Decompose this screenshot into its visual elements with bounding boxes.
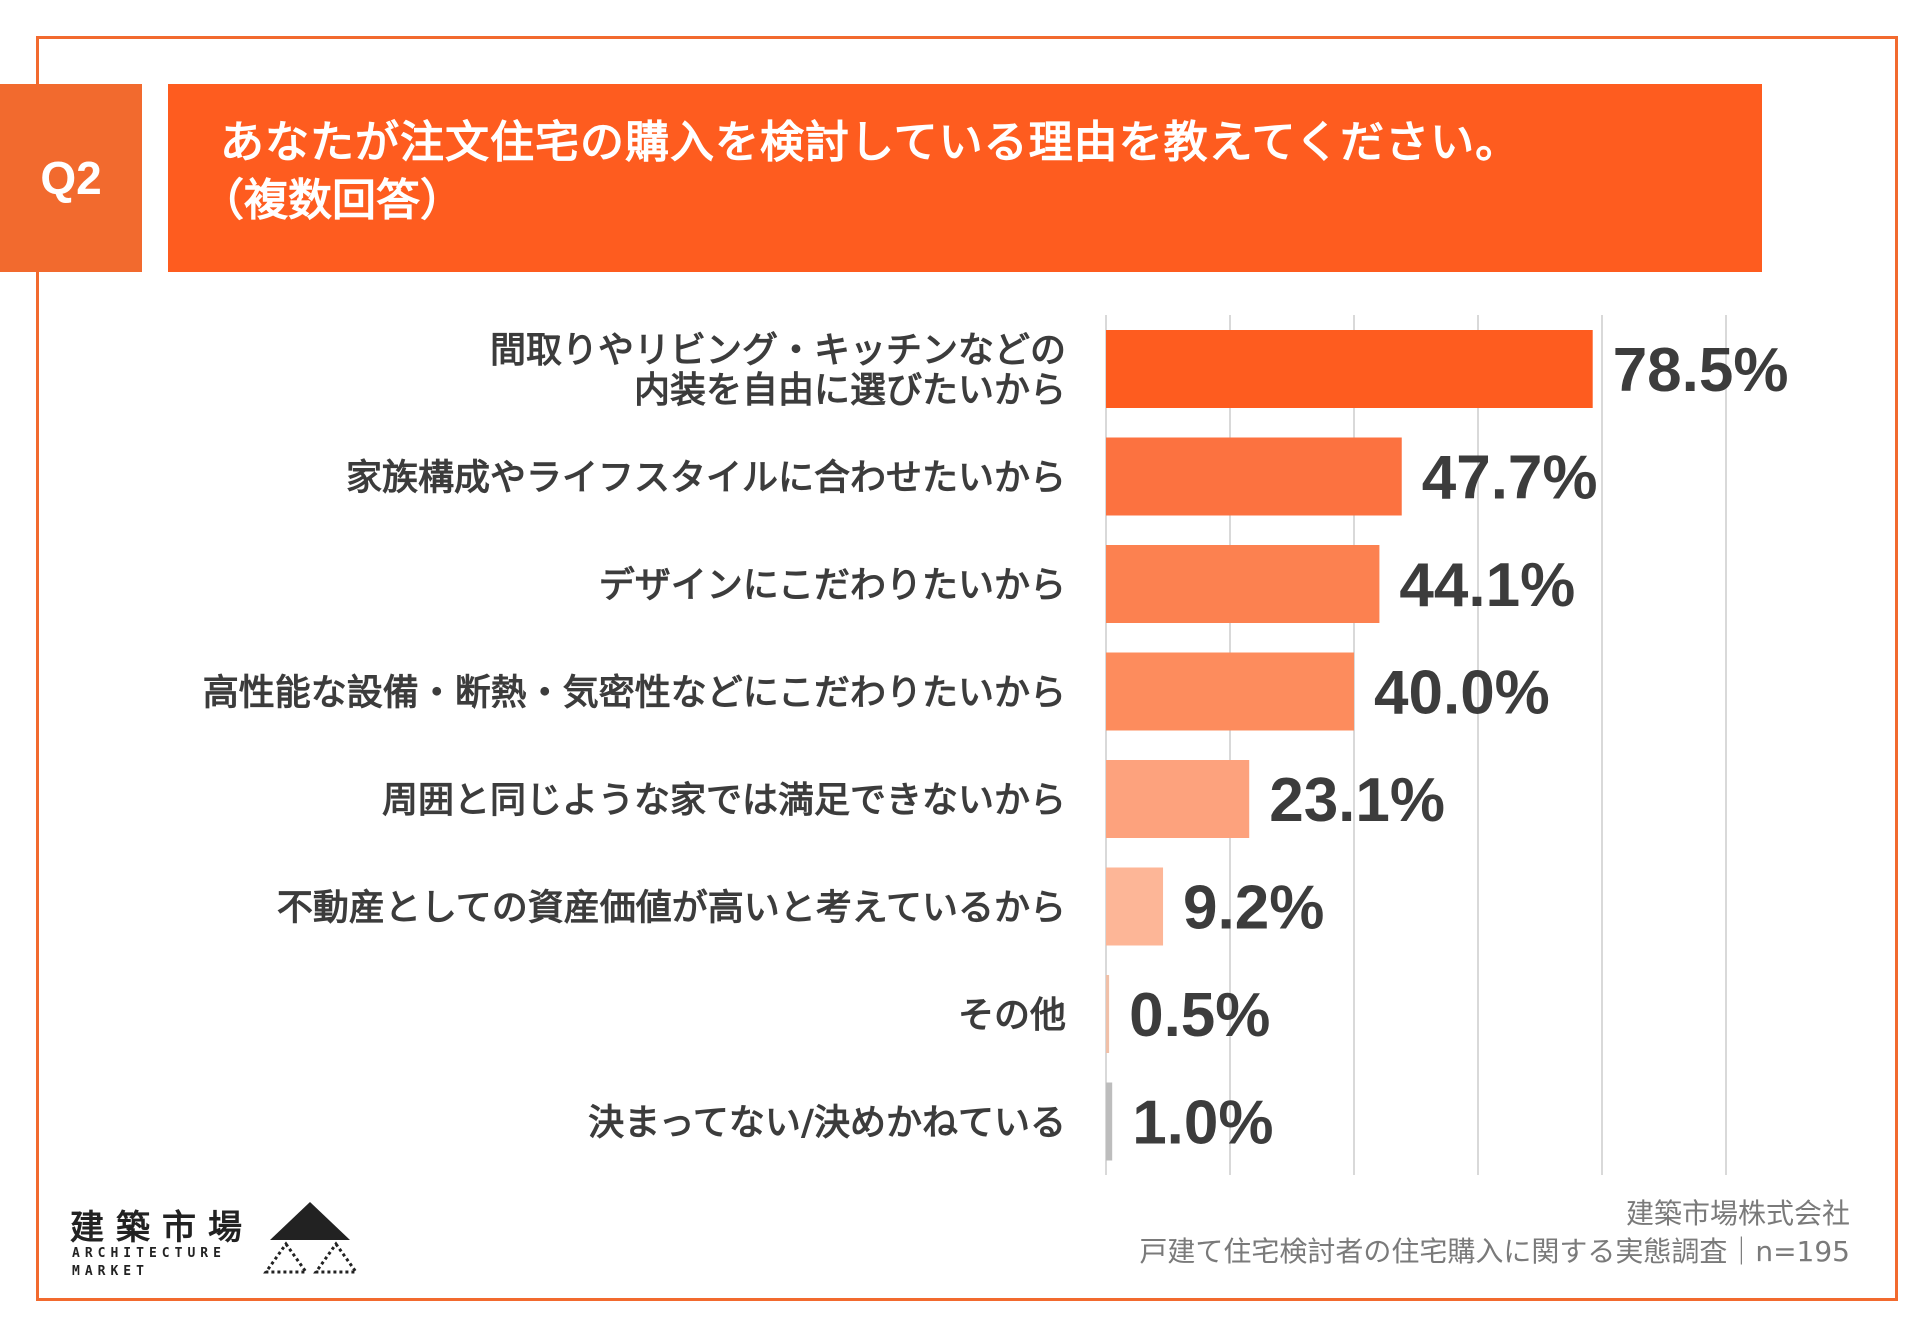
category-label-0-1: 内装を自由に選びたいから <box>634 370 1066 411</box>
bar-4 <box>1106 760 1250 838</box>
category-label-0-0: 間取りやリビング・キッチンなどの <box>490 330 1066 371</box>
bar-3 <box>1106 652 1354 731</box>
value-label-7: 1.0% <box>1132 1089 1273 1158</box>
value-label-0: 78.5% <box>1613 336 1789 405</box>
source-survey: 戸建て住宅検討者の住宅購入に関する実態調査｜n=195 <box>1139 1235 1850 1268</box>
source-company: 建築市場株式会社 <box>1625 1197 1850 1230</box>
logo-en-line1: ARCHITECTURE <box>72 1246 226 1261</box>
bar-2 <box>1106 545 1380 623</box>
logo-en-line2: MARKET <box>72 1264 149 1279</box>
value-label-1: 47.7% <box>1422 444 1598 513</box>
bar-7 <box>1106 1082 1113 1161</box>
question-badge: Q2 <box>0 84 142 272</box>
bar-5 <box>1106 867 1164 946</box>
bar-0 <box>1106 330 1593 408</box>
question-banner: あなたが注文住宅の購入を検討している理由を教えてください。 （複数回答） <box>168 84 1762 272</box>
company-logo: 建築市場 ARCHITECTURE MARKET <box>70 1200 380 1280</box>
category-label-6: その他 <box>958 995 1066 1036</box>
category-label-5: 不動産としての資産価値が高いと考えているから <box>277 888 1066 929</box>
category-label-4: 周囲と同じような家では満足できないから <box>382 780 1066 821</box>
value-label-3: 40.0% <box>1374 659 1550 728</box>
category-label-2: デザインにこだわりたいから <box>599 564 1066 606</box>
source-note: 建築市場株式会社 戸建て住宅検討者の住宅購入に関する実態調査｜n=195 <box>1139 1195 1850 1271</box>
logo-triangle-icon <box>263 1202 359 1274</box>
question-subtitle: （複数回答） <box>200 175 464 226</box>
value-label-5: 9.2% <box>1183 874 1324 943</box>
question-title: あなたが注文住宅の購入を検討している理由を教えてください。 <box>220 117 1521 168</box>
value-label-2: 44.1% <box>1399 551 1575 620</box>
bar-6 <box>1106 975 1110 1053</box>
question-badge-label: Q2 <box>40 152 102 204</box>
value-label-4: 23.1% <box>1269 766 1445 835</box>
chart-frame <box>36 36 1898 1301</box>
category-label-7: 決まってない/決めかねている <box>588 1103 1066 1144</box>
bar-1 <box>1106 437 1402 516</box>
logo-jp-text: 建築市場 <box>70 1208 254 1248</box>
category-label-3: 高性能な設備・断熱・気密性などにこだわりたいから <box>203 672 1066 714</box>
value-label-6: 0.5% <box>1129 981 1270 1050</box>
category-label-1: 家族構成やライフスタイルに合わせたいから <box>346 458 1066 499</box>
